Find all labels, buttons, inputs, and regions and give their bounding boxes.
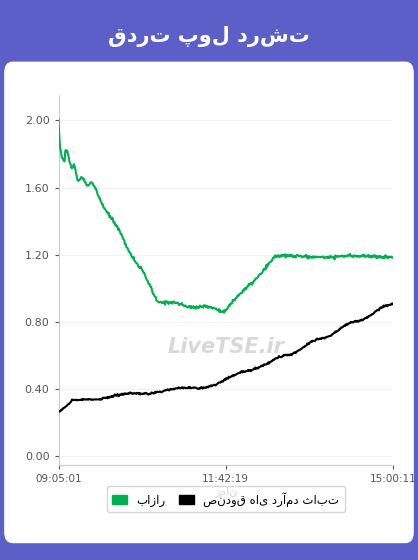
Legend: بازار, صندوق های درآمد ثابت: بازار, صندوق های درآمد ثابت — [107, 486, 345, 512]
Text: قدرت پول درشت: قدرت پول درشت — [108, 26, 310, 47]
X-axis label: زمان: زمان — [214, 487, 237, 498]
FancyBboxPatch shape — [4, 62, 414, 543]
Text: LiveTSE.ir: LiveTSE.ir — [167, 337, 284, 357]
